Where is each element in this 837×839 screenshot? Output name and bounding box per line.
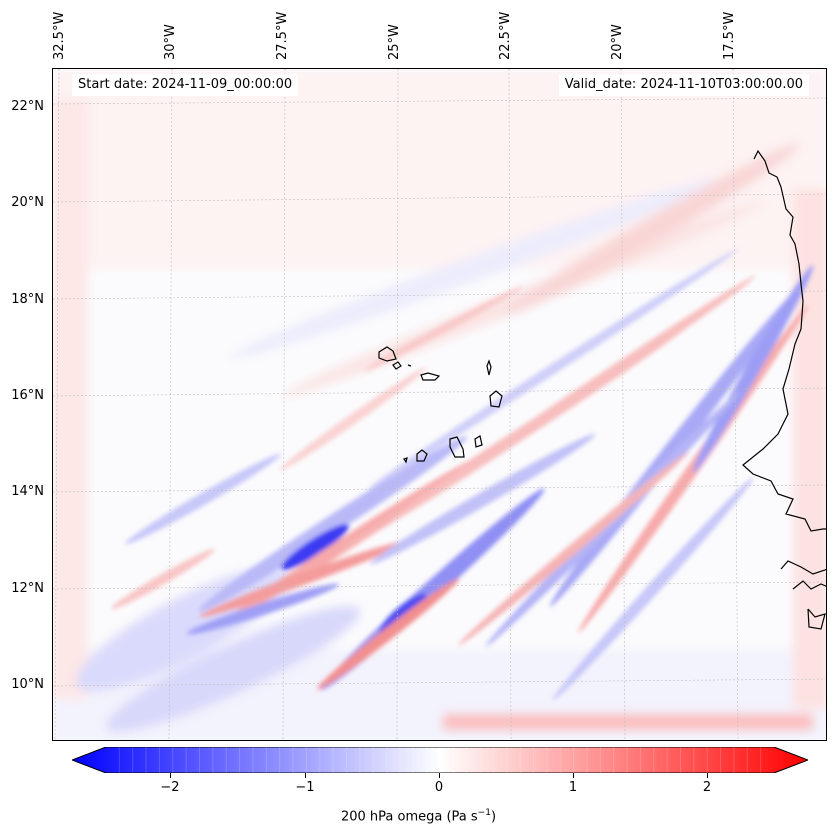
lon-label-22-5w: 22.5°W <box>498 11 513 60</box>
colorbar-stripes <box>118 747 762 773</box>
colorbar-tick-label: 0 <box>434 780 444 795</box>
lat-label-22n: 22°N <box>11 99 44 114</box>
colorbar-tickmark <box>305 773 306 778</box>
omega-bands <box>110 249 814 701</box>
colorbar-tick-label: −1 <box>295 780 315 795</box>
lat-label-14n: 14°N <box>11 484 44 499</box>
map-panel <box>52 68 827 741</box>
lat-label-20n: 20°N <box>11 195 44 210</box>
colorbar-tickmark <box>439 773 440 778</box>
lat-label-12n: 12°N <box>11 581 44 596</box>
colorbar-label-close: ) <box>490 809 497 825</box>
colorbar-tick-label: 2 <box>702 780 712 795</box>
graticule <box>53 69 826 740</box>
colorbar-tick-label: 1 <box>568 780 578 795</box>
colorbar-label: 200 hPa omega (Pa s−1) <box>0 808 837 824</box>
lon-label-30w: 30°W <box>163 24 178 60</box>
lat-label-16n: 16°N <box>11 388 44 403</box>
colorbar-gradient <box>72 747 808 773</box>
valid-date-label: Valid_date: 2024-11-10T03:00:00.00 <box>558 74 809 96</box>
colorbar-label-unit-exponent: −1 <box>477 808 491 818</box>
lon-label-17-5w: 17.5°W <box>722 11 737 60</box>
lon-label-20w: 20°W <box>610 24 625 60</box>
colorbar-tickmark <box>170 773 171 778</box>
omega-field-map <box>53 69 826 740</box>
lat-label-10n: 10°N <box>11 677 44 692</box>
colorbar <box>72 747 808 773</box>
lon-label-27-5w: 27.5°W <box>275 11 290 60</box>
lon-label-32-5w: 32.5°W <box>52 11 67 60</box>
colorbar-tick-label: −2 <box>160 780 180 795</box>
lat-label-18n: 18°N <box>11 292 44 307</box>
colorbar-tickmark <box>707 773 708 778</box>
start-date-label: Start date: 2024-11-09_00:00:00 <box>72 74 299 96</box>
coastline <box>378 149 826 630</box>
lon-label-25w: 25°W <box>387 24 402 60</box>
colorbar-label-text: 200 hPa omega (Pa s <box>340 809 478 825</box>
colorbar-tickmark <box>573 773 574 778</box>
